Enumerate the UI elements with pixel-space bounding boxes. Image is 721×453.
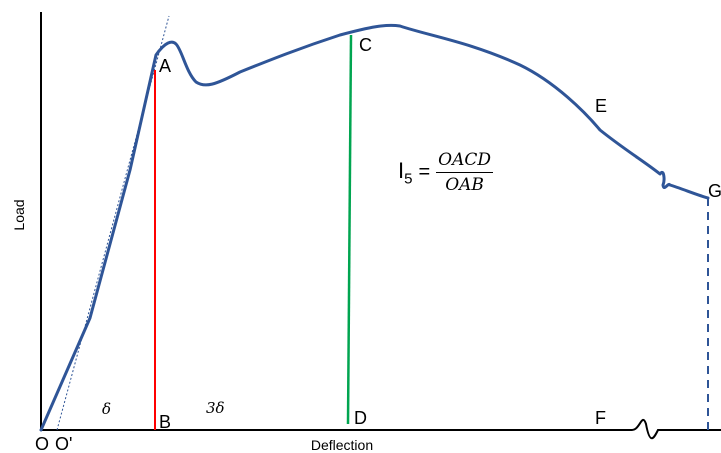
formula-numerator: OACD xyxy=(436,150,493,173)
origin-label-o-prime: O' xyxy=(55,434,72,453)
y-axis-label: Load xyxy=(11,199,27,230)
point-label-d: D xyxy=(354,408,367,428)
point-label-e: E xyxy=(595,96,607,116)
x-axis-label: Deflection xyxy=(311,437,373,453)
line-c-d xyxy=(348,35,351,424)
load-deflection-curve xyxy=(41,25,708,430)
formula-fraction: OACD OAB xyxy=(436,150,493,195)
point-label-c: C xyxy=(359,35,372,55)
formula-lhs: I5 xyxy=(398,158,412,187)
point-label-f: F xyxy=(595,408,606,428)
point-label-a: A xyxy=(159,56,171,76)
point-label-b: B xyxy=(159,412,171,432)
interval-label-delta: δ xyxy=(102,400,111,418)
origin-label-o: O xyxy=(35,434,49,453)
formula-denominator: OAB xyxy=(445,173,484,195)
formula-equals: = xyxy=(418,161,430,184)
x-axis xyxy=(41,420,721,438)
toughness-index-formula: I5 = OACD OAB xyxy=(398,150,493,195)
point-label-g: G xyxy=(708,181,721,201)
interval-label-3delta: 3δ xyxy=(206,399,225,417)
